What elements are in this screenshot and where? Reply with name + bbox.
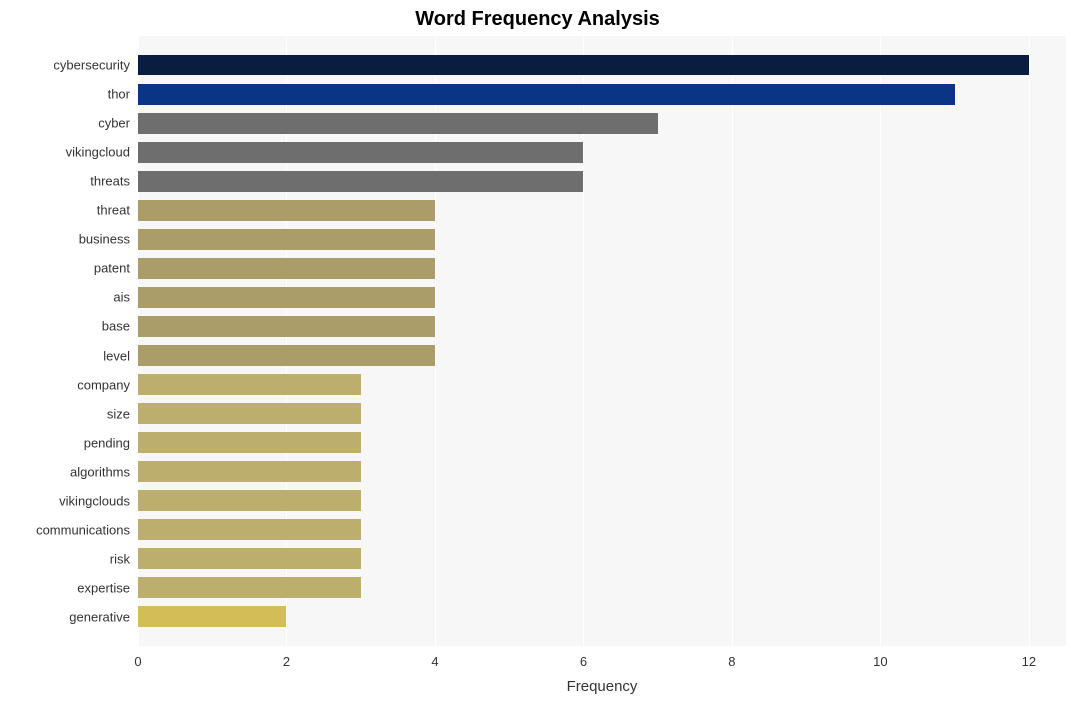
y-tick-label: generative <box>69 609 130 624</box>
y-tick-label: ais <box>113 290 130 305</box>
word-frequency-chart: Word Frequency Analysis Frequency 0 2 4 6 8 1… <box>0 0 1075 701</box>
plot-area <box>138 36 1066 646</box>
x-tick-label: 2 <box>283 654 290 669</box>
y-tick-label: vikingcloud <box>66 145 130 160</box>
bar-row <box>138 374 1066 395</box>
x-tick-label: 4 <box>431 654 438 669</box>
y-tick-label: thor <box>108 87 130 102</box>
bar-row <box>138 577 1066 598</box>
bar <box>138 142 583 163</box>
bar-row <box>138 287 1066 308</box>
y-tick-label: algorithms <box>70 464 130 479</box>
bar-row <box>138 606 1066 627</box>
y-tick-label: communications <box>36 522 130 537</box>
bar-row <box>138 142 1066 163</box>
bar <box>138 84 955 105</box>
chart-title: Word Frequency Analysis <box>0 8 1075 31</box>
x-tick-label: 8 <box>728 654 735 669</box>
y-tick-label: company <box>77 377 130 392</box>
y-tick-label: threats <box>90 174 130 189</box>
y-tick-label: risk <box>110 551 130 566</box>
bar <box>138 548 361 569</box>
bar-row <box>138 229 1066 250</box>
bar <box>138 519 361 540</box>
y-tick-label: cyber <box>98 116 130 131</box>
bar-row <box>138 432 1066 453</box>
bar <box>138 432 361 453</box>
bar-row <box>138 258 1066 279</box>
bar <box>138 287 435 308</box>
bar <box>138 171 583 192</box>
bar-row <box>138 200 1066 221</box>
bar-row <box>138 345 1066 366</box>
bar-row <box>138 548 1066 569</box>
bar <box>138 200 435 221</box>
y-tick-label: patent <box>94 261 130 276</box>
bar-row <box>138 490 1066 511</box>
y-tick-label: threat <box>97 203 130 218</box>
bar <box>138 490 361 511</box>
bar-row <box>138 55 1066 76</box>
bar <box>138 403 361 424</box>
bar <box>138 345 435 366</box>
y-tick-label: vikingclouds <box>59 493 130 508</box>
bar <box>138 577 361 598</box>
y-tick-label: base <box>102 319 130 334</box>
y-tick-label: business <box>79 232 130 247</box>
bar <box>138 606 286 627</box>
x-tick-label: 6 <box>580 654 587 669</box>
bar-row <box>138 84 1066 105</box>
x-tick-label: 12 <box>1022 654 1036 669</box>
bar <box>138 113 658 134</box>
bar <box>138 55 1029 76</box>
bar <box>138 258 435 279</box>
bar-row <box>138 316 1066 337</box>
y-tick-label: expertise <box>77 580 130 595</box>
bar <box>138 229 435 250</box>
y-tick-label: size <box>107 406 130 421</box>
y-tick-label: pending <box>84 435 130 450</box>
bar-row <box>138 403 1066 424</box>
y-tick-label: cybersecurity <box>53 58 130 73</box>
bar-row <box>138 113 1066 134</box>
bar-row <box>138 171 1066 192</box>
x-axis-label: Frequency <box>138 678 1066 695</box>
x-tick-label: 10 <box>873 654 887 669</box>
x-tick-label: 0 <box>134 654 141 669</box>
y-tick-label: level <box>103 348 130 363</box>
bar <box>138 374 361 395</box>
bar-row <box>138 519 1066 540</box>
bar-row <box>138 461 1066 482</box>
bar <box>138 461 361 482</box>
bar <box>138 316 435 337</box>
